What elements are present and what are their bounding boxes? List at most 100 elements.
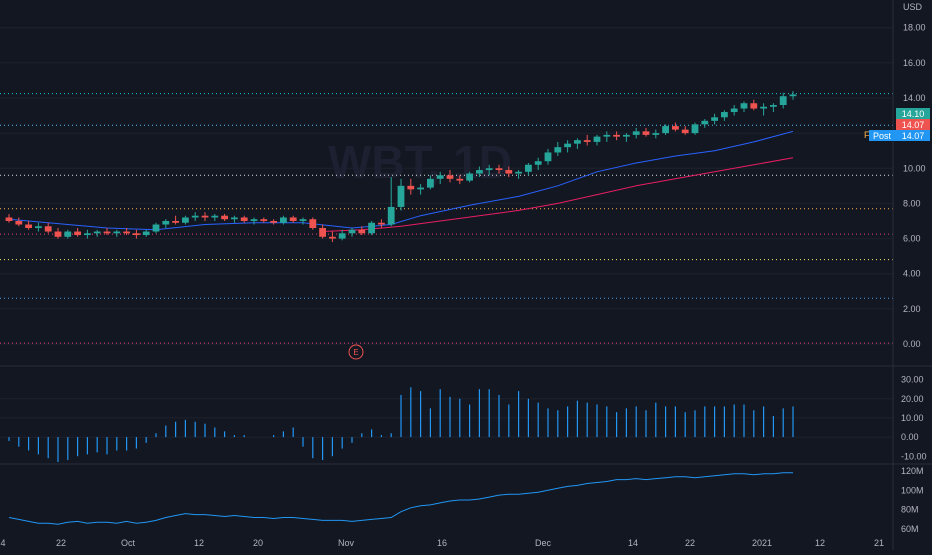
candle-body	[319, 228, 326, 237]
candle	[15, 217, 23, 227]
candle-body	[348, 229, 356, 234]
candle-body	[770, 105, 777, 107]
currency-label: USD	[903, 2, 923, 12]
candle	[427, 175, 434, 190]
candle	[466, 171, 473, 183]
candle-body	[564, 143, 571, 148]
candle	[603, 131, 611, 142]
candle-body	[5, 217, 13, 221]
time-tick-label: 20	[253, 538, 263, 548]
candle	[446, 170, 454, 183]
candle-body	[407, 185, 415, 190]
candle-body	[172, 220, 179, 223]
candle-body	[240, 217, 248, 221]
candle	[260, 217, 268, 223]
candle	[74, 228, 81, 237]
candle	[544, 148, 552, 165]
volume-tick-label: 80M	[901, 505, 919, 515]
candle-body	[162, 220, 170, 225]
candle-body	[485, 168, 493, 171]
time-tick-label: Nov	[338, 538, 355, 548]
candle-body	[544, 152, 552, 162]
candle	[397, 178, 405, 211]
grid-lines	[0, 27, 893, 438]
candle-body	[54, 231, 62, 237]
candle-body	[368, 222, 375, 234]
price-tick-label: 0.00	[903, 339, 921, 349]
candle	[348, 228, 356, 237]
candle	[378, 219, 385, 229]
price-tick-label: 18.00	[903, 23, 926, 33]
candle	[103, 228, 111, 236]
horizontal-levels[interactable]	[0, 93, 893, 344]
price-tick-label: 16.00	[903, 58, 926, 68]
candle-body	[211, 215, 219, 218]
price-tick-label: 6.00	[903, 234, 921, 244]
earnings-marker[interactable]: E	[348, 344, 364, 360]
candle	[436, 171, 444, 185]
candle-body	[701, 120, 709, 125]
candle	[534, 157, 542, 171]
time-tick-label: 4	[0, 538, 5, 548]
candle	[623, 133, 630, 142]
candle	[789, 90, 797, 100]
candle-body	[74, 231, 81, 236]
candle-body	[142, 231, 150, 236]
candle-body	[113, 231, 121, 234]
flag-label: F	[864, 130, 870, 140]
candle	[201, 212, 209, 221]
volume-axis[interactable]: 120M 100M 80M 60M	[901, 466, 924, 534]
time-axis[interactable]: 4 22 Oct 12 20 Nov 16 Dec 14 22 2021 12 21	[0, 538, 884, 548]
candle-body	[387, 206, 395, 225]
candle-body	[201, 215, 209, 218]
moving-average-fast	[8, 130, 794, 231]
price-axis[interactable]: USD 20.0018.0016.0014.0012.0010.008.006.…	[903, 0, 926, 349]
candle-body	[250, 219, 258, 221]
candle-body	[593, 136, 601, 142]
candle-body	[789, 94, 797, 97]
candle-body	[15, 220, 23, 225]
candle-body	[329, 236, 336, 239]
candle	[760, 103, 767, 116]
candle-body	[133, 233, 140, 236]
candle	[289, 215, 297, 223]
candlesticks	[5, 90, 797, 243]
post-market-label: Post	[873, 131, 892, 141]
candle	[35, 222, 42, 232]
candle	[672, 122, 679, 132]
time-tick-label: 12	[194, 538, 204, 548]
candle-body	[299, 219, 307, 221]
candle-body	[495, 168, 503, 171]
candle-body	[280, 217, 287, 223]
candle	[172, 215, 179, 225]
last-price-tag	[896, 108, 930, 119]
candle-body	[740, 103, 748, 109]
candle	[368, 220, 375, 236]
osc-tick-label: -10.00	[901, 451, 927, 461]
candle	[123, 228, 130, 236]
candle-body	[191, 215, 199, 218]
candle	[44, 222, 52, 234]
candle	[652, 129, 660, 139]
candle	[93, 229, 101, 237]
last-price-value: 14.10	[902, 109, 925, 119]
candle	[681, 126, 689, 135]
candle	[691, 122, 699, 135]
oscillator-axis[interactable]: 30.00 20.00 10.00 0.00 -10.00	[901, 375, 927, 462]
candle-body	[378, 222, 385, 225]
candle	[525, 163, 532, 176]
price-tick-label: 4.00	[903, 269, 921, 279]
candle	[662, 124, 669, 135]
earnings-circle-icon[interactable]	[348, 344, 364, 360]
symbol-watermark: WBT, 1D	[328, 136, 512, 188]
time-tick-label: Oct	[121, 538, 136, 548]
time-tick-label: Dec	[535, 538, 552, 548]
candle	[182, 215, 189, 225]
candle-body	[613, 134, 620, 137]
candle	[740, 101, 748, 113]
candle-body	[515, 171, 522, 174]
candle	[701, 119, 709, 128]
candle	[25, 220, 32, 230]
